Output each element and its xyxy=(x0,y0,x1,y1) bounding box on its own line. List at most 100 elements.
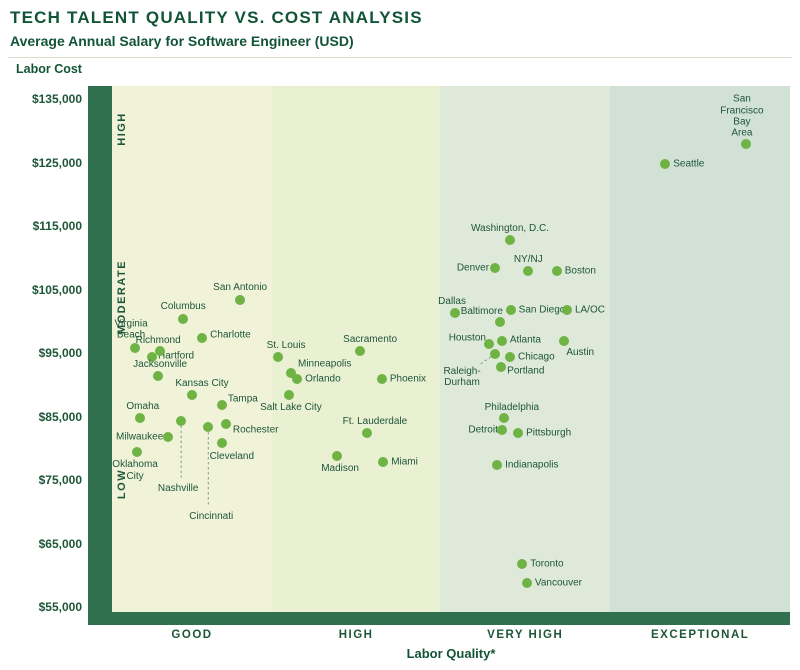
data-point-label: Milwaukee xyxy=(116,430,164,442)
data-point xyxy=(523,266,534,277)
data-point xyxy=(283,390,294,401)
data-point xyxy=(490,263,501,274)
data-point-label: Denver xyxy=(456,262,490,274)
y-axis-tick: $75,000 xyxy=(38,473,82,487)
data-point xyxy=(285,368,296,379)
data-point-label: Vancouver xyxy=(534,577,582,588)
data-point-label: Orlando xyxy=(305,373,341,385)
y-axis-tick: $135,000 xyxy=(31,92,82,106)
data-point xyxy=(220,418,231,429)
data-point-label: Madison xyxy=(321,462,359,474)
y-axis-title: Labor Cost xyxy=(16,62,82,76)
data-point-label: Austin xyxy=(566,347,595,359)
data-point-label: Phoenix xyxy=(389,373,426,385)
x-band-label-exceptional: EXCEPTIONAL xyxy=(651,629,750,641)
data-point-label: Miami xyxy=(391,456,418,468)
data-point xyxy=(216,399,227,410)
x-band-label-high: HIGH xyxy=(338,629,374,641)
data-point-label: Indianapolis xyxy=(505,459,559,471)
data-point xyxy=(132,447,143,458)
data-point xyxy=(513,428,524,439)
data-point-label: Washington, D.C. xyxy=(470,222,549,234)
y-axis-tick: $65,000 xyxy=(38,536,82,551)
data-point xyxy=(660,158,671,169)
data-point xyxy=(561,304,572,315)
quality-band-exceptional xyxy=(610,86,790,612)
data-point xyxy=(134,412,145,423)
data-point-label: Rochester xyxy=(232,424,279,436)
data-point-label: Cleveland xyxy=(209,450,255,462)
data-point-label: Raleigh- Durham xyxy=(443,366,481,389)
data-point xyxy=(361,428,372,439)
data-point xyxy=(492,460,503,471)
data-point-label: Oklahoma City xyxy=(112,459,158,482)
plot-area: HIGH MODERATE LOW Virginia Beach Oklahoma Ci… xyxy=(112,86,790,612)
data-point xyxy=(504,234,515,245)
data-point xyxy=(483,339,494,350)
data-point-label: Columbus xyxy=(160,300,206,312)
data-point-label: Houston xyxy=(448,332,486,344)
data-point-label: Boston xyxy=(564,265,596,277)
quality-band-very-high xyxy=(440,86,611,612)
data-point-label: Salt Lake City xyxy=(260,402,322,414)
y-axis-tick: $85,000 xyxy=(38,409,82,424)
data-point xyxy=(521,577,532,588)
x-band-label-very-high: VERY HIGH xyxy=(487,629,564,641)
data-point xyxy=(178,314,189,325)
data-point-label: Hartford xyxy=(158,350,195,362)
data-point-label: Cincinnati xyxy=(189,511,234,523)
data-point-label: Chicago xyxy=(517,351,555,363)
data-point-label: San Antonio xyxy=(213,281,268,293)
data-point-label: Baltimore xyxy=(460,306,503,318)
data-point-label: Nashville xyxy=(157,482,199,494)
data-point-label: Detroit xyxy=(468,424,498,436)
data-point xyxy=(235,295,246,306)
data-point-label: Jacksonville xyxy=(133,359,188,371)
y-axis-tick: $105,000 xyxy=(31,282,82,297)
data-point xyxy=(496,425,507,436)
data-point xyxy=(505,304,516,315)
x-band-label-good: GOOD xyxy=(171,629,213,641)
data-point xyxy=(517,558,528,569)
leader-lines xyxy=(180,353,496,507)
data-point-label: Virginia Beach xyxy=(114,318,148,341)
data-point xyxy=(163,431,174,442)
data-point-label: Toronto xyxy=(530,557,564,569)
data-point xyxy=(494,317,505,328)
data-point xyxy=(332,450,343,461)
data-point-label: LA/OC xyxy=(574,303,605,315)
data-point xyxy=(504,352,515,363)
page-subtitle: Average Annual Salary for Software Engin… xyxy=(10,33,354,49)
data-point-label: Atlanta xyxy=(509,334,541,346)
data-point xyxy=(551,266,562,277)
data-point xyxy=(490,349,501,359)
data-point xyxy=(355,345,366,356)
data-point xyxy=(559,336,570,347)
data-point-label: Kansas City xyxy=(175,378,229,390)
data-point xyxy=(147,352,157,363)
data-point-label: San Diego xyxy=(518,303,566,315)
x-axis-band-labels: GOOD HIGH VERY HIGH EXCEPTIONAL xyxy=(112,629,790,644)
header-divider xyxy=(8,57,792,58)
data-point xyxy=(273,352,284,363)
data-point-label: Charlotte xyxy=(210,329,251,341)
y-axis-tick-labels: $135,000 $125,000 $115,000 $105,000 $95,000 $… xyxy=(0,86,82,626)
data-point xyxy=(216,437,227,448)
data-point xyxy=(153,371,164,382)
data-point xyxy=(155,345,166,356)
data-point xyxy=(378,456,389,467)
data-point-label: Richmond xyxy=(135,334,181,346)
page-title: TECH TALENT QUALITY VS. COST ANALYSIS xyxy=(10,8,423,27)
data-point-label: Ft. Lauderdale xyxy=(342,416,408,428)
y-axis-bar xyxy=(88,86,112,625)
data-point-label: Minneapolis xyxy=(297,358,352,370)
data-point xyxy=(496,336,507,347)
y-axis-tick: $95,000 xyxy=(38,346,82,360)
data-point xyxy=(197,333,208,344)
data-point-label: Portland xyxy=(507,365,545,377)
data-point xyxy=(130,342,141,353)
data-point-label: St. Louis xyxy=(266,339,306,351)
data-point-label: San Francisco Bay Area xyxy=(720,93,764,139)
data-point xyxy=(203,422,214,433)
